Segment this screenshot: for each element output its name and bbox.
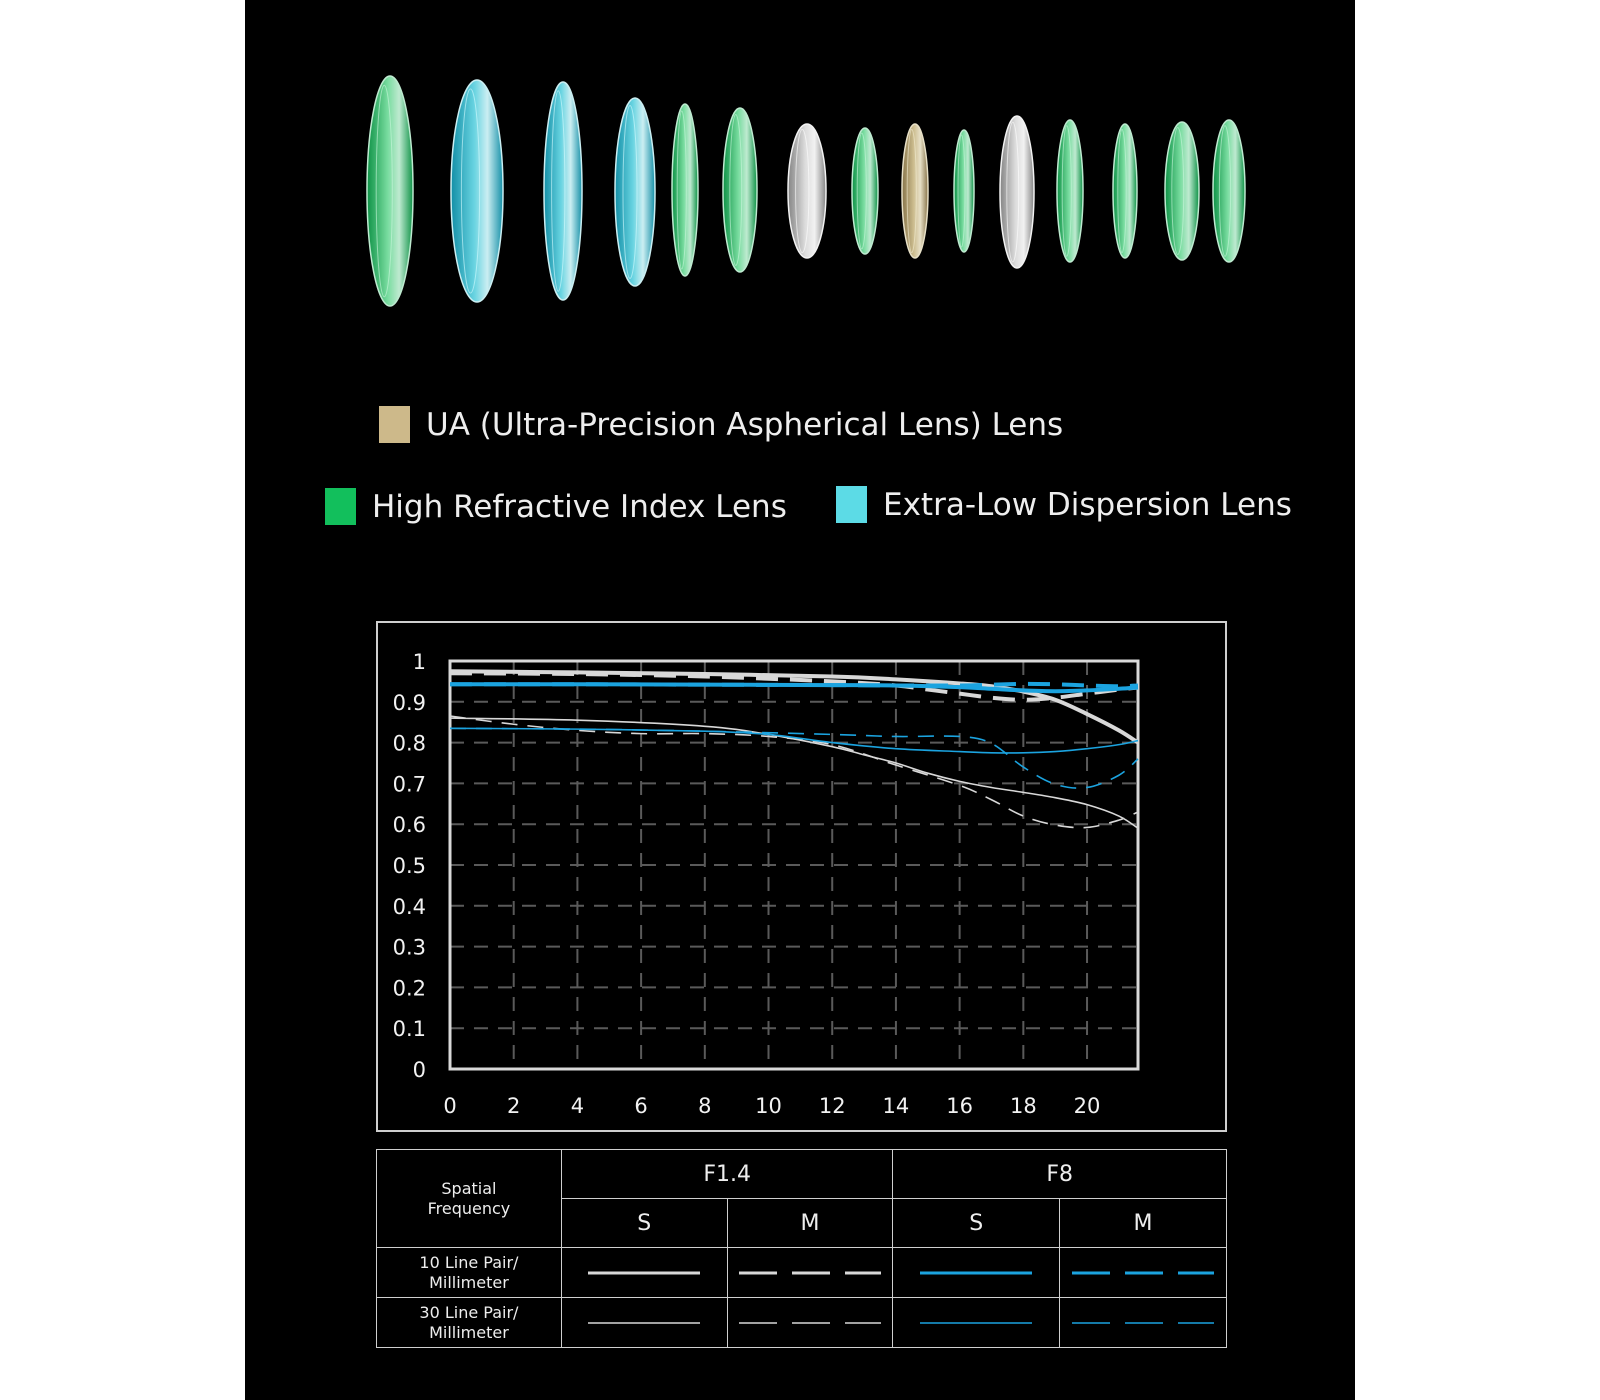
y-tick-label: 0.8: [393, 732, 426, 756]
x-tick-label: 12: [819, 1094, 846, 1118]
high-refractive-swatch-icon: [325, 488, 356, 525]
row-10-lp-label: 10 Line Pair/ Millimeter: [376, 1247, 562, 1298]
mtf-legend-table: Spatial Frequency F1.4 F8 S M S M 10 Lin…: [376, 1149, 1227, 1348]
y-tick-label: 1: [413, 650, 426, 674]
y-axis-ticks: 0 0.1 0.2 0.3 0.4 0.5 0.6 0.7 0.8 0.9 1: [393, 650, 426, 1082]
sample-line-f14-m-30: [738, 1321, 881, 1324]
sample-f14-m-30: [726, 1297, 894, 1348]
lens-element-extra-low-dispersion: [450, 79, 504, 303]
series-line-f8-s-30lp: [449, 727, 1139, 754]
f14-s-header: S: [560, 1198, 728, 1248]
legend-item-high-refractive: High Refractive Index Lens: [325, 488, 787, 525]
row-30-lp-label: 30 Line Pair/ Millimeter: [376, 1297, 562, 1348]
series-line-f14-s-30lp: [449, 717, 1139, 829]
x-tick-label: 2: [507, 1094, 520, 1118]
x-tick-label: 10: [755, 1094, 782, 1118]
lens-element-standard: [787, 123, 827, 259]
f14-m-header: M: [726, 1198, 894, 1248]
sample-line-f8-s-30: [920, 1321, 1033, 1324]
lens-element-high-refractive: [722, 107, 758, 273]
y-tick-label: 0.1: [393, 1017, 426, 1041]
plot-area-border: [448, 659, 1140, 1071]
x-axis-ticks: 0 2 4 6 8 10 12 14 16 18 20: [443, 1094, 1100, 1118]
sample-f14-m-10: [726, 1247, 894, 1298]
aperture-f14-header: F1.4: [560, 1149, 894, 1199]
spatial-frequency-header: Spatial Frequency: [376, 1149, 562, 1248]
sample-f8-s-30: [892, 1297, 1061, 1348]
sample-line-f14-m-10: [738, 1271, 881, 1274]
content-panel: UA (Ultra-Precision Aspherical Lens) Len…: [245, 0, 1355, 1400]
lens-element-high-refractive: [1056, 119, 1084, 263]
ua-swatch-icon: [379, 406, 410, 443]
legend-label-ua: UA (Ultra-Precision Aspherical Lens) Len…: [426, 406, 1064, 443]
lens-element-ua: [901, 123, 929, 259]
x-tick-label: 4: [571, 1094, 584, 1118]
legend-label-extra-low: Extra-Low Dispersion Lens: [883, 486, 1292, 523]
lens-element-high-refractive: [366, 75, 414, 307]
lens-element-high-refractive: [1112, 123, 1138, 259]
sample-line-f8-m-30: [1072, 1321, 1215, 1324]
sample-line-f14-s-30: [588, 1321, 701, 1324]
legend-label-high-refractive: High Refractive Index Lens: [372, 488, 787, 525]
f8-s-header: S: [892, 1198, 1061, 1248]
y-tick-label: 0.6: [393, 813, 426, 837]
aperture-f8-header: F8: [892, 1149, 1227, 1199]
lens-elements-illustration: [366, 75, 1246, 307]
x-tick-label: 14: [883, 1094, 910, 1118]
sample-line-f8-s-10: [920, 1271, 1033, 1274]
lens-element-high-refractive: [1164, 121, 1200, 261]
x-tick-label: 0: [443, 1094, 456, 1118]
y-tick-label: 0.4: [393, 895, 426, 919]
y-tick-label: 0.3: [393, 936, 426, 960]
x-tick-label: 6: [634, 1094, 647, 1118]
y-tick-label: 0.9: [393, 691, 426, 715]
lens-element-extra-low-dispersion: [614, 97, 656, 287]
mtf-chart: 0 0.1 0.2 0.3 0.4 0.5 0.6 0.7 0.8 0.9 1 0 2 4 6 8 10 12 1…: [393, 650, 1140, 1118]
lens-element-high-refractive: [851, 127, 879, 255]
f8-m-header: M: [1059, 1198, 1227, 1248]
series-line-f14-m-30lp: [449, 715, 1139, 829]
lens-element-extra-low-dispersion: [543, 81, 583, 301]
chart-series: [449, 669, 1140, 829]
mtf-chart-frame: 0 0.1 0.2 0.3 0.4 0.5 0.6 0.7 0.8 0.9 1 0 2 4 6 8 10 12 1…: [376, 621, 1227, 1132]
lens-element-high-refractive: [953, 129, 975, 253]
y-tick-label: 0.7: [393, 772, 426, 796]
legend-item-ua: UA (Ultra-Precision Aspherical Lens) Len…: [379, 406, 1063, 443]
chart-grid: [450, 661, 1138, 1069]
legend-item-extra-low: Extra-Low Dispersion Lens: [836, 486, 1292, 523]
sample-f8-m-30: [1059, 1297, 1227, 1348]
y-tick-label: 0: [413, 1058, 426, 1082]
lens-element-standard: [999, 115, 1035, 269]
series-line-f8-m-10lp: [449, 681, 1139, 689]
lens-element-high-refractive: [671, 103, 699, 277]
y-tick-label: 0.5: [393, 854, 426, 878]
series-line-f14-m-10lp: [449, 671, 1139, 702]
sample-f14-s-30: [560, 1297, 728, 1348]
x-tick-label: 16: [946, 1094, 973, 1118]
x-tick-label: 18: [1010, 1094, 1037, 1118]
sample-f8-m-10: [1059, 1247, 1227, 1298]
sample-line-f8-m-10: [1072, 1271, 1215, 1274]
y-tick-label: 0.2: [393, 976, 426, 1000]
x-tick-label: 8: [698, 1094, 711, 1118]
lens-element-high-refractive: [1212, 119, 1246, 263]
sample-f8-s-10: [892, 1247, 1061, 1298]
series-line-f8-m-30lp: [449, 727, 1139, 789]
sample-f14-s-10: [560, 1247, 728, 1298]
extra-low-swatch-icon: [836, 486, 867, 523]
sample-line-f14-s-10: [588, 1271, 701, 1274]
x-tick-label: 20: [1074, 1094, 1101, 1118]
